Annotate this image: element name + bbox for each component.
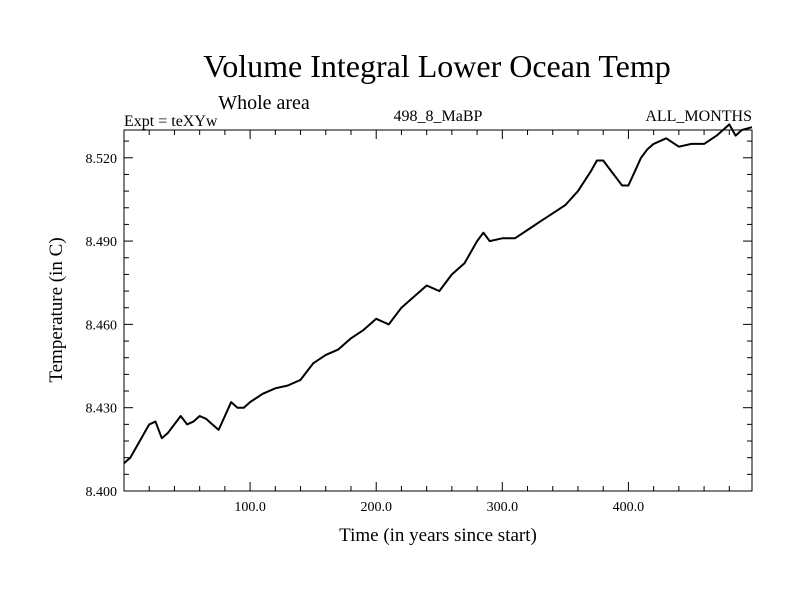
temperature-series-line	[123, 123, 753, 464]
chart-title: Volume Integral Lower Ocean Temp	[203, 48, 671, 84]
y-tick-label: 8.430	[86, 402, 118, 417]
y-tick-label: 8.520	[86, 152, 118, 167]
plot-frame	[123, 129, 753, 492]
x-tick-label: 400.0	[613, 500, 645, 515]
y-axis-label: Temperature (in C)	[46, 237, 67, 382]
period-label: 498_8_MaBP	[394, 108, 483, 125]
months-label: ALL_MONTHS	[645, 108, 752, 125]
x-tick-label: 100.0	[234, 500, 266, 515]
x-tick-label: 200.0	[360, 500, 392, 515]
experiment-label: Expt = teXYw	[124, 113, 218, 130]
series-layer	[123, 123, 753, 464]
x-axis-label: Time (in years since start)	[339, 525, 537, 546]
y-tick-label: 8.460	[86, 318, 118, 333]
y-tick-label: 8.490	[86, 235, 118, 250]
y-ticks: 8.400 8.430 8.460 8.490 8.520	[86, 140, 752, 500]
x-tick-label: 300.0	[487, 500, 519, 515]
y-tick-label: 8.400	[86, 485, 118, 500]
chart-subtitle: Whole area	[218, 92, 310, 114]
x-ticks: 100.0 200.0 300.0 400.0	[148, 130, 730, 515]
